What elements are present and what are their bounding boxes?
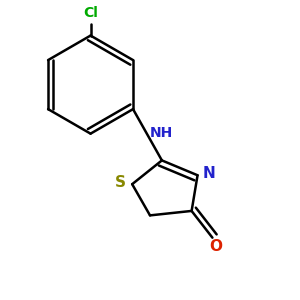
Text: NH: NH bbox=[150, 126, 173, 140]
Text: S: S bbox=[116, 175, 126, 190]
Text: O: O bbox=[209, 238, 222, 253]
Text: Cl: Cl bbox=[83, 6, 98, 20]
Text: N: N bbox=[202, 166, 215, 181]
